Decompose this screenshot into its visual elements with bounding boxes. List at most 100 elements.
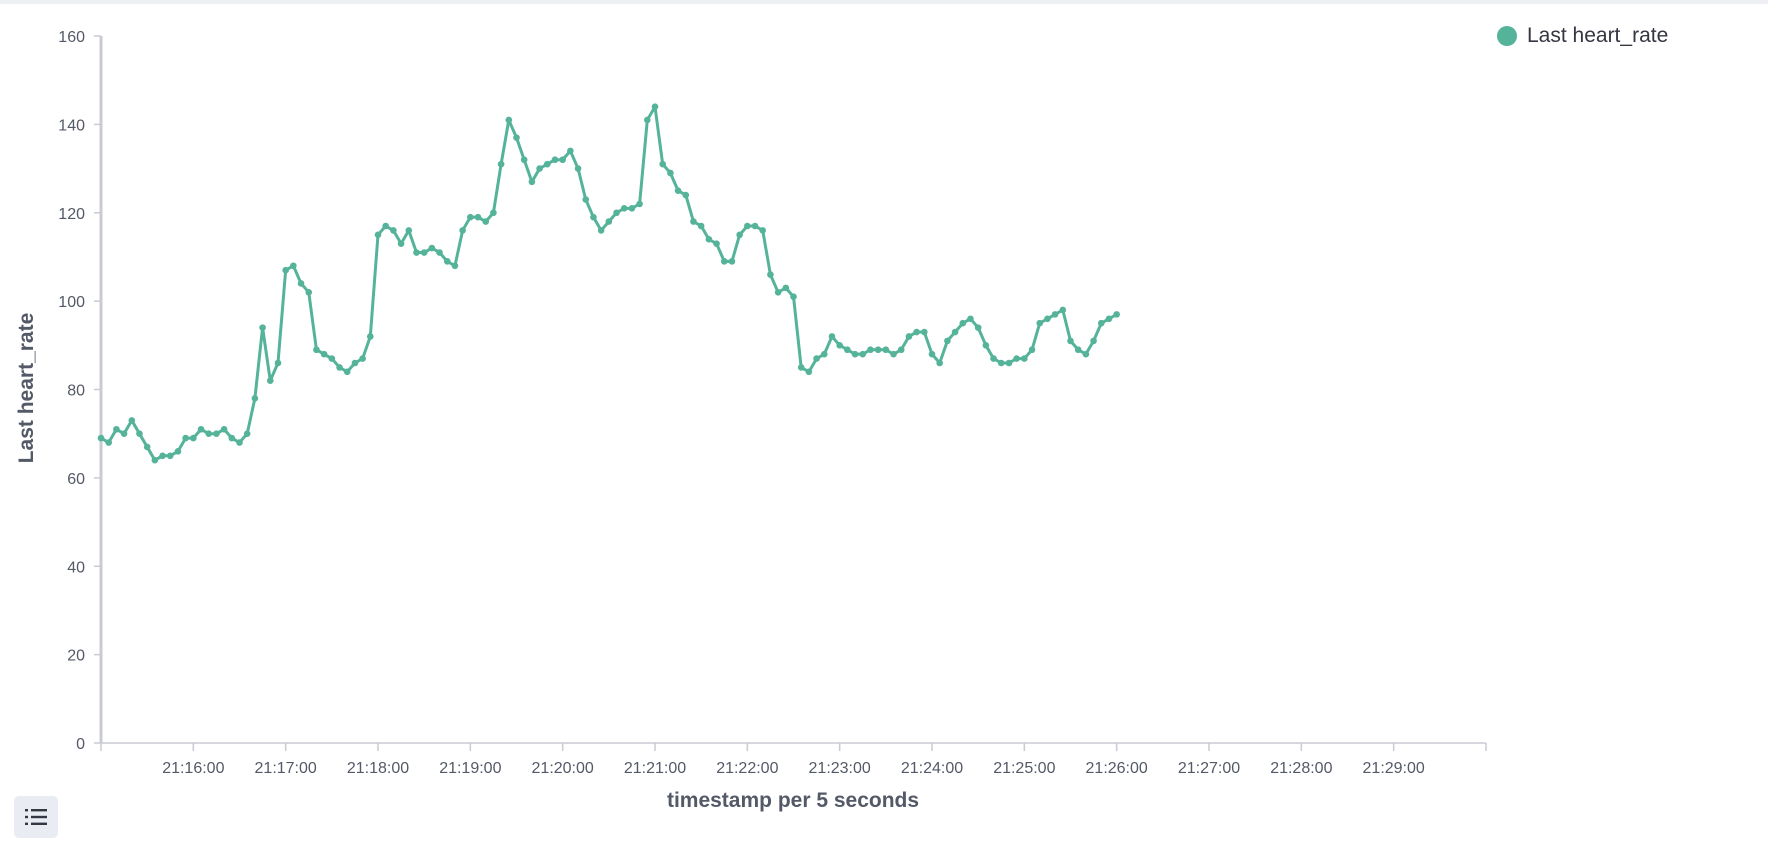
- data-point[interactable]: [336, 364, 343, 371]
- data-point[interactable]: [1113, 311, 1120, 318]
- data-point[interactable]: [851, 350, 859, 358]
- data-point[interactable]: [151, 456, 159, 464]
- data-point[interactable]: [959, 319, 967, 327]
- data-point[interactable]: [243, 430, 251, 437]
- data-point[interactable]: [374, 231, 382, 239]
- data-point[interactable]: [405, 227, 413, 234]
- data-point[interactable]: [921, 328, 928, 336]
- data-point[interactable]: [359, 355, 366, 362]
- data-point[interactable]: [1059, 306, 1067, 314]
- data-point[interactable]: [1051, 311, 1059, 318]
- data-point[interactable]: [620, 205, 628, 212]
- data-point[interactable]: [1074, 346, 1082, 354]
- data-point[interactable]: [974, 324, 982, 331]
- data-point[interactable]: [751, 222, 759, 230]
- legend-item[interactable]: Last heart_rate: [1497, 24, 1668, 48]
- data-point[interactable]: [213, 430, 220, 437]
- data-point[interactable]: [290, 262, 297, 270]
- data-point[interactable]: [1036, 319, 1044, 327]
- data-point[interactable]: [443, 258, 451, 265]
- data-point[interactable]: [597, 227, 605, 234]
- data-point[interactable]: [667, 169, 674, 177]
- data-point[interactable]: [490, 209, 497, 217]
- data-point[interactable]: [328, 355, 336, 362]
- data-point[interactable]: [520, 156, 528, 164]
- data-point[interactable]: [467, 213, 474, 221]
- data-point[interactable]: [1067, 337, 1074, 345]
- data-point[interactable]: [551, 156, 559, 164]
- data-point[interactable]: [1105, 315, 1113, 323]
- data-point[interactable]: [944, 337, 951, 345]
- data-point[interactable]: [759, 227, 767, 234]
- data-point[interactable]: [166, 452, 174, 460]
- data-point[interactable]: [505, 116, 513, 124]
- data-point[interactable]: [636, 200, 643, 208]
- data-point[interactable]: [928, 350, 936, 358]
- data-point[interactable]: [797, 364, 805, 371]
- data-point[interactable]: [897, 346, 905, 354]
- data-point[interactable]: [697, 222, 705, 230]
- data-point[interactable]: [205, 430, 213, 437]
- data-point[interactable]: [828, 333, 836, 340]
- data-point[interactable]: [890, 350, 897, 358]
- data-point[interactable]: [628, 205, 636, 212]
- data-point[interactable]: [282, 266, 289, 274]
- data-point[interactable]: [497, 160, 505, 168]
- data-point[interactable]: [582, 196, 590, 203]
- data-point[interactable]: [713, 240, 720, 247]
- data-point[interactable]: [251, 395, 259, 402]
- data-point[interactable]: [820, 350, 828, 358]
- data-point[interactable]: [1005, 359, 1013, 367]
- data-point[interactable]: [997, 359, 1005, 367]
- data-point[interactable]: [659, 160, 666, 168]
- data-point[interactable]: [690, 218, 697, 225]
- data-point[interactable]: [159, 452, 166, 460]
- data-point[interactable]: [105, 439, 112, 446]
- data-point[interactable]: [390, 227, 397, 234]
- data-point[interactable]: [459, 227, 466, 234]
- data-point[interactable]: [305, 288, 313, 296]
- data-point[interactable]: [1090, 337, 1097, 345]
- data-point[interactable]: [844, 346, 851, 354]
- data-point[interactable]: [228, 434, 236, 442]
- data-point[interactable]: [613, 209, 620, 217]
- data-point[interactable]: [790, 293, 797, 301]
- data-point[interactable]: [1013, 355, 1020, 362]
- data-point[interactable]: [705, 235, 713, 243]
- series-line[interactable]: [100, 105, 1118, 462]
- data-point[interactable]: [528, 178, 536, 186]
- data-point[interactable]: [805, 368, 813, 376]
- data-point[interactable]: [590, 213, 597, 221]
- data-point[interactable]: [1044, 315, 1051, 323]
- data-point[interactable]: [813, 355, 820, 362]
- data-point[interactable]: [128, 417, 136, 424]
- data-point[interactable]: [136, 430, 143, 437]
- data-point[interactable]: [651, 103, 659, 110]
- data-point[interactable]: [97, 434, 105, 442]
- data-point[interactable]: [644, 116, 651, 124]
- data-point[interactable]: [397, 240, 405, 247]
- data-point[interactable]: [936, 359, 943, 367]
- data-point[interactable]: [367, 333, 374, 340]
- data-point[interactable]: [874, 346, 882, 354]
- data-point[interactable]: [343, 368, 351, 376]
- data-point[interactable]: [567, 147, 574, 155]
- data-point[interactable]: [1082, 350, 1090, 358]
- data-point[interactable]: [1021, 355, 1028, 362]
- data-point[interactable]: [774, 288, 782, 296]
- data-point[interactable]: [982, 342, 990, 349]
- data-point[interactable]: [836, 342, 843, 349]
- data-point[interactable]: [513, 134, 520, 141]
- data-point[interactable]: [220, 425, 228, 433]
- data-point[interactable]: [605, 218, 613, 225]
- data-point[interactable]: [436, 249, 443, 256]
- data-point[interactable]: [882, 346, 890, 354]
- data-point[interactable]: [720, 258, 728, 265]
- data-point[interactable]: [859, 350, 867, 358]
- data-point[interactable]: [1028, 346, 1036, 354]
- data-point[interactable]: [120, 430, 128, 437]
- data-point[interactable]: [559, 156, 566, 164]
- data-point[interactable]: [313, 346, 320, 354]
- data-point[interactable]: [143, 443, 151, 451]
- data-point[interactable]: [951, 328, 959, 336]
